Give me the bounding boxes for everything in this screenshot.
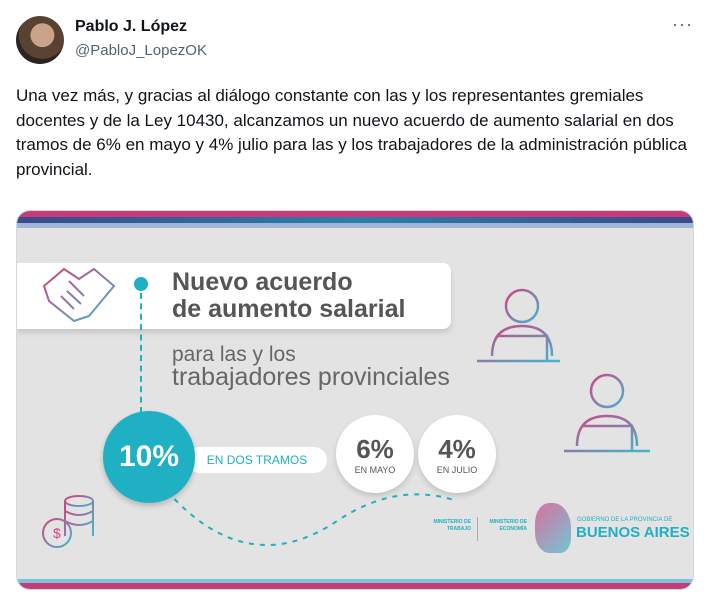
- ministerio-trabajo-logo: MINISTERIO DE TRABAJO: [433, 519, 471, 532]
- tweet-text: Una vez más, y gracias al diálogo consta…: [16, 86, 687, 179]
- more-horizontal-icon[interactable]: ···: [672, 14, 693, 34]
- gov-line-2: BUENOS AIRES: [576, 524, 690, 541]
- image-title: Nuevo acuerdo de aumento salarial: [172, 269, 405, 323]
- title-line-1: Nuevo acuerdo: [172, 268, 353, 296]
- author-name[interactable]: Pablo J. López: [75, 18, 188, 35]
- tramo1-value: 6%: [356, 433, 394, 464]
- stripe: [17, 583, 693, 589]
- tramo1-label: EN MAYO: [354, 464, 396, 475]
- man-laptop-icon: [564, 373, 650, 453]
- handshake-icon: [42, 267, 116, 323]
- timeline-line: [140, 293, 142, 413]
- ministerio-economia-logo: MINISTERIO DE ECONOMÍA: [489, 519, 527, 532]
- stripe: [17, 223, 693, 228]
- stripe: [17, 579, 693, 583]
- gov-line-1: GOBIERNO DE LA PROVINCIA DE: [577, 517, 673, 523]
- tramo2-value: 4%: [438, 433, 476, 464]
- subtitle-line-1: para las y los: [172, 343, 296, 366]
- stripe: [17, 217, 693, 223]
- woman-laptop-icon: [477, 288, 560, 363]
- timeline-dot: [134, 277, 148, 291]
- dashed-curve: [167, 490, 458, 546]
- coins-icon: $: [42, 495, 94, 548]
- author-handle[interactable]: @PabloJ_LopezOK: [75, 42, 207, 59]
- total-circle: 10%: [103, 411, 195, 503]
- tramo1-circle: 6% EN MAYO: [336, 415, 414, 493]
- tramo2-label: EN JULIO: [436, 464, 478, 475]
- svg-text:$: $: [53, 525, 61, 541]
- title-line-2: de aumento salarial: [172, 295, 406, 323]
- title-card: [17, 263, 451, 329]
- tramo2-circle: 4% EN JULIO: [418, 415, 496, 493]
- total-label: EN DOS TRAMOS: [187, 447, 327, 473]
- total-value: 10%: [118, 440, 180, 473]
- stripe: [17, 211, 693, 217]
- tweet-image[interactable]: Nuevo acuerdo de aumento salarial para la…: [16, 210, 694, 590]
- avatar[interactable]: [16, 16, 64, 64]
- province-map-icon: [535, 503, 571, 553]
- subtitle-line-2: trabajadores provinciales: [172, 363, 450, 391]
- logo-divider: [477, 517, 478, 541]
